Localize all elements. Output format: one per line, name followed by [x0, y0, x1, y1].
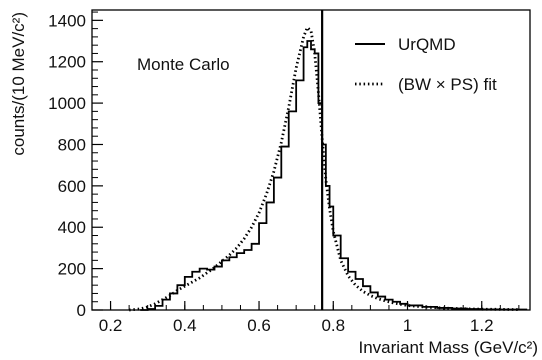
y-tick-label: 200 — [58, 260, 86, 279]
x-tick-label: 1.2 — [470, 316, 494, 335]
x-tick-label: 0.8 — [321, 316, 345, 335]
legend-label-urqmd: UrQMD — [398, 35, 456, 54]
y-tick-label: 0 — [77, 301, 86, 320]
series-layer — [128, 25, 528, 312]
annotation-monte-carlo: Monte Carlo — [137, 55, 230, 74]
y-tick-label: 1400 — [48, 11, 86, 30]
y-tick-label: 800 — [58, 135, 86, 154]
plot-frame — [91, 9, 531, 311]
y-tick-label: 1000 — [48, 94, 86, 113]
series-urqmd-histogram — [140, 40, 528, 311]
x-axis-label: Invariant Mass (GeV/c²) — [359, 338, 539, 357]
x-tick-label: 0.4 — [173, 316, 197, 335]
legend-label-fit: (BW × PS) fit — [398, 75, 497, 94]
x-tick-label: 1 — [403, 316, 412, 335]
legend: UrQMD (BW × PS) fit — [355, 35, 497, 94]
axis-tick-labels: 0.2 0.4 0.6 0.8 1 1.2 0 200 400 600 800 1000 1200 140… — [48, 11, 493, 335]
y-tick-label: 1200 — [48, 53, 86, 72]
x-tick-label: 0.6 — [247, 316, 271, 335]
y-axis-label: counts/(10 MeV/c²) — [9, 12, 28, 156]
y-tick-label: 400 — [58, 218, 86, 237]
x-tick-label: 0.2 — [99, 316, 123, 335]
y-tick-label: 600 — [58, 177, 86, 196]
